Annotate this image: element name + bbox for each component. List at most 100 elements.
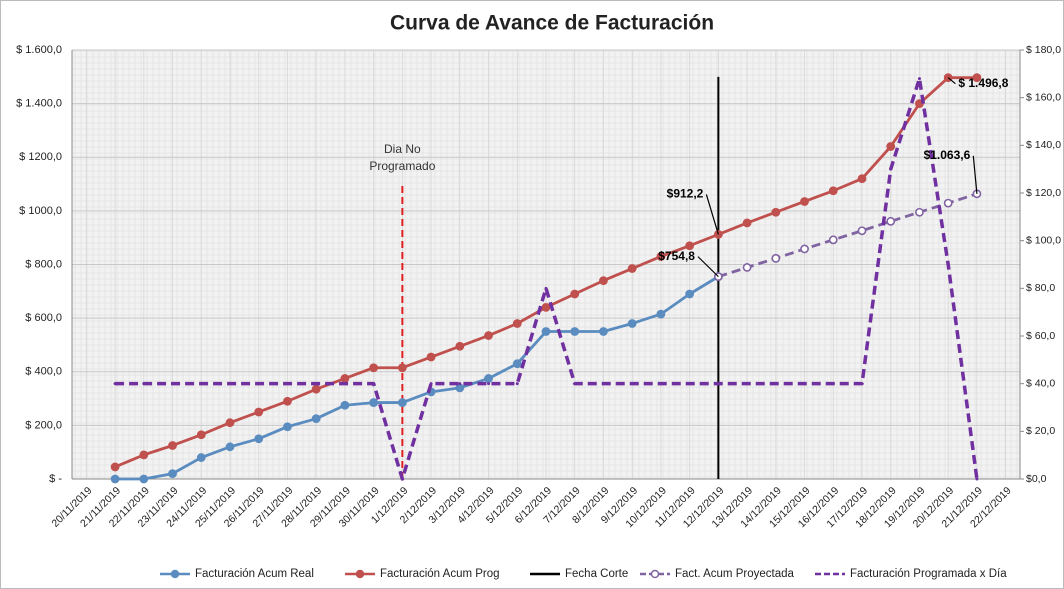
point (139, 450, 149, 460)
point (917, 77, 921, 81)
annotation-text: Programado (369, 159, 435, 173)
point (426, 352, 436, 362)
point (225, 418, 235, 428)
y2-tick-label: $ 100,0 (1026, 234, 1061, 246)
legend-marker (355, 569, 365, 579)
point (599, 276, 608, 285)
point (570, 327, 580, 336)
point (340, 400, 350, 410)
point (314, 382, 318, 386)
y-tick-label: $ 1000,0 (19, 205, 62, 217)
point (110, 462, 120, 472)
point (311, 384, 321, 394)
point (831, 382, 835, 386)
y2-tick-label: $0,0 (1026, 473, 1047, 485)
point (828, 235, 838, 245)
y-tick-label: $ 200,0 (25, 419, 62, 431)
point (196, 430, 206, 440)
point (110, 474, 120, 484)
point (886, 216, 896, 226)
y-tick-label: $ - (49, 473, 62, 485)
point (972, 73, 982, 83)
point (254, 434, 264, 444)
y2-tick-label: $ 40,0 (1026, 377, 1055, 389)
y2-tick-label: $ 120,0 (1026, 187, 1061, 199)
legend-marker (650, 569, 660, 579)
label-leader (697, 256, 719, 278)
point (771, 207, 781, 217)
point (487, 382, 491, 386)
point (228, 382, 232, 386)
point (196, 453, 206, 462)
label-leader (947, 77, 956, 85)
point (946, 263, 950, 266)
y-tick-label: $ 400,0 (25, 366, 62, 378)
point (254, 407, 264, 417)
point (283, 396, 292, 406)
point (688, 382, 692, 386)
point (429, 382, 433, 386)
point (400, 477, 404, 481)
y-tick-label: $ 800,0 (25, 258, 62, 270)
point (828, 186, 838, 196)
point (745, 382, 749, 386)
point (340, 374, 350, 383)
point (656, 309, 666, 319)
y-tick-label: $ 600,0 (25, 312, 62, 324)
point (455, 341, 465, 351)
point (857, 226, 867, 236)
point (685, 241, 695, 251)
legend-label: Facturación Acum Prog (380, 568, 500, 580)
series-line (717, 192, 978, 278)
point (257, 382, 261, 386)
point (803, 382, 807, 386)
point (139, 474, 149, 484)
point (484, 374, 493, 383)
y-tick-label: $ 1200,0 (19, 151, 62, 163)
point (544, 286, 548, 290)
point (570, 289, 580, 299)
point (225, 442, 235, 452)
label-leader (705, 194, 719, 235)
point (800, 244, 809, 254)
point (857, 174, 867, 184)
point (397, 363, 407, 373)
y2-tick-label: $ 180,0 (1026, 44, 1061, 56)
point (742, 218, 752, 228)
y2-tick-label: $ 20,0 (1026, 425, 1055, 437)
point (889, 167, 893, 171)
point (943, 198, 953, 208)
point (168, 441, 177, 450)
chart-title: Curva de Avance de Facturación (390, 12, 714, 35)
legend-label: Facturación Programada x Día (850, 568, 1007, 580)
legend-label: Facturación Acum Real (195, 568, 314, 580)
point (311, 414, 321, 424)
y-tick-label: $ 1.400,0 (16, 98, 62, 110)
point (372, 382, 376, 386)
value-label: $ 1.496,8 (958, 76, 1008, 90)
value-label: $754,8 (658, 249, 695, 263)
point (599, 327, 608, 336)
point (573, 382, 577, 386)
point (142, 382, 146, 386)
point (397, 398, 407, 407)
point (343, 382, 347, 386)
label-leader (972, 155, 978, 194)
point (716, 382, 720, 386)
point (285, 382, 289, 386)
annotation-text: Dia No (384, 142, 421, 156)
point (541, 302, 551, 312)
y2-tick-label: $ 160,0 (1026, 91, 1061, 103)
point (168, 469, 177, 479)
point (771, 253, 781, 263)
point (659, 382, 663, 386)
point (800, 197, 809, 206)
point (199, 382, 203, 386)
point (685, 289, 695, 299)
legend-label: Fact. Acum Proyectada (675, 568, 794, 580)
point (656, 252, 666, 261)
point (541, 327, 551, 336)
point (515, 382, 519, 386)
point (860, 382, 864, 386)
